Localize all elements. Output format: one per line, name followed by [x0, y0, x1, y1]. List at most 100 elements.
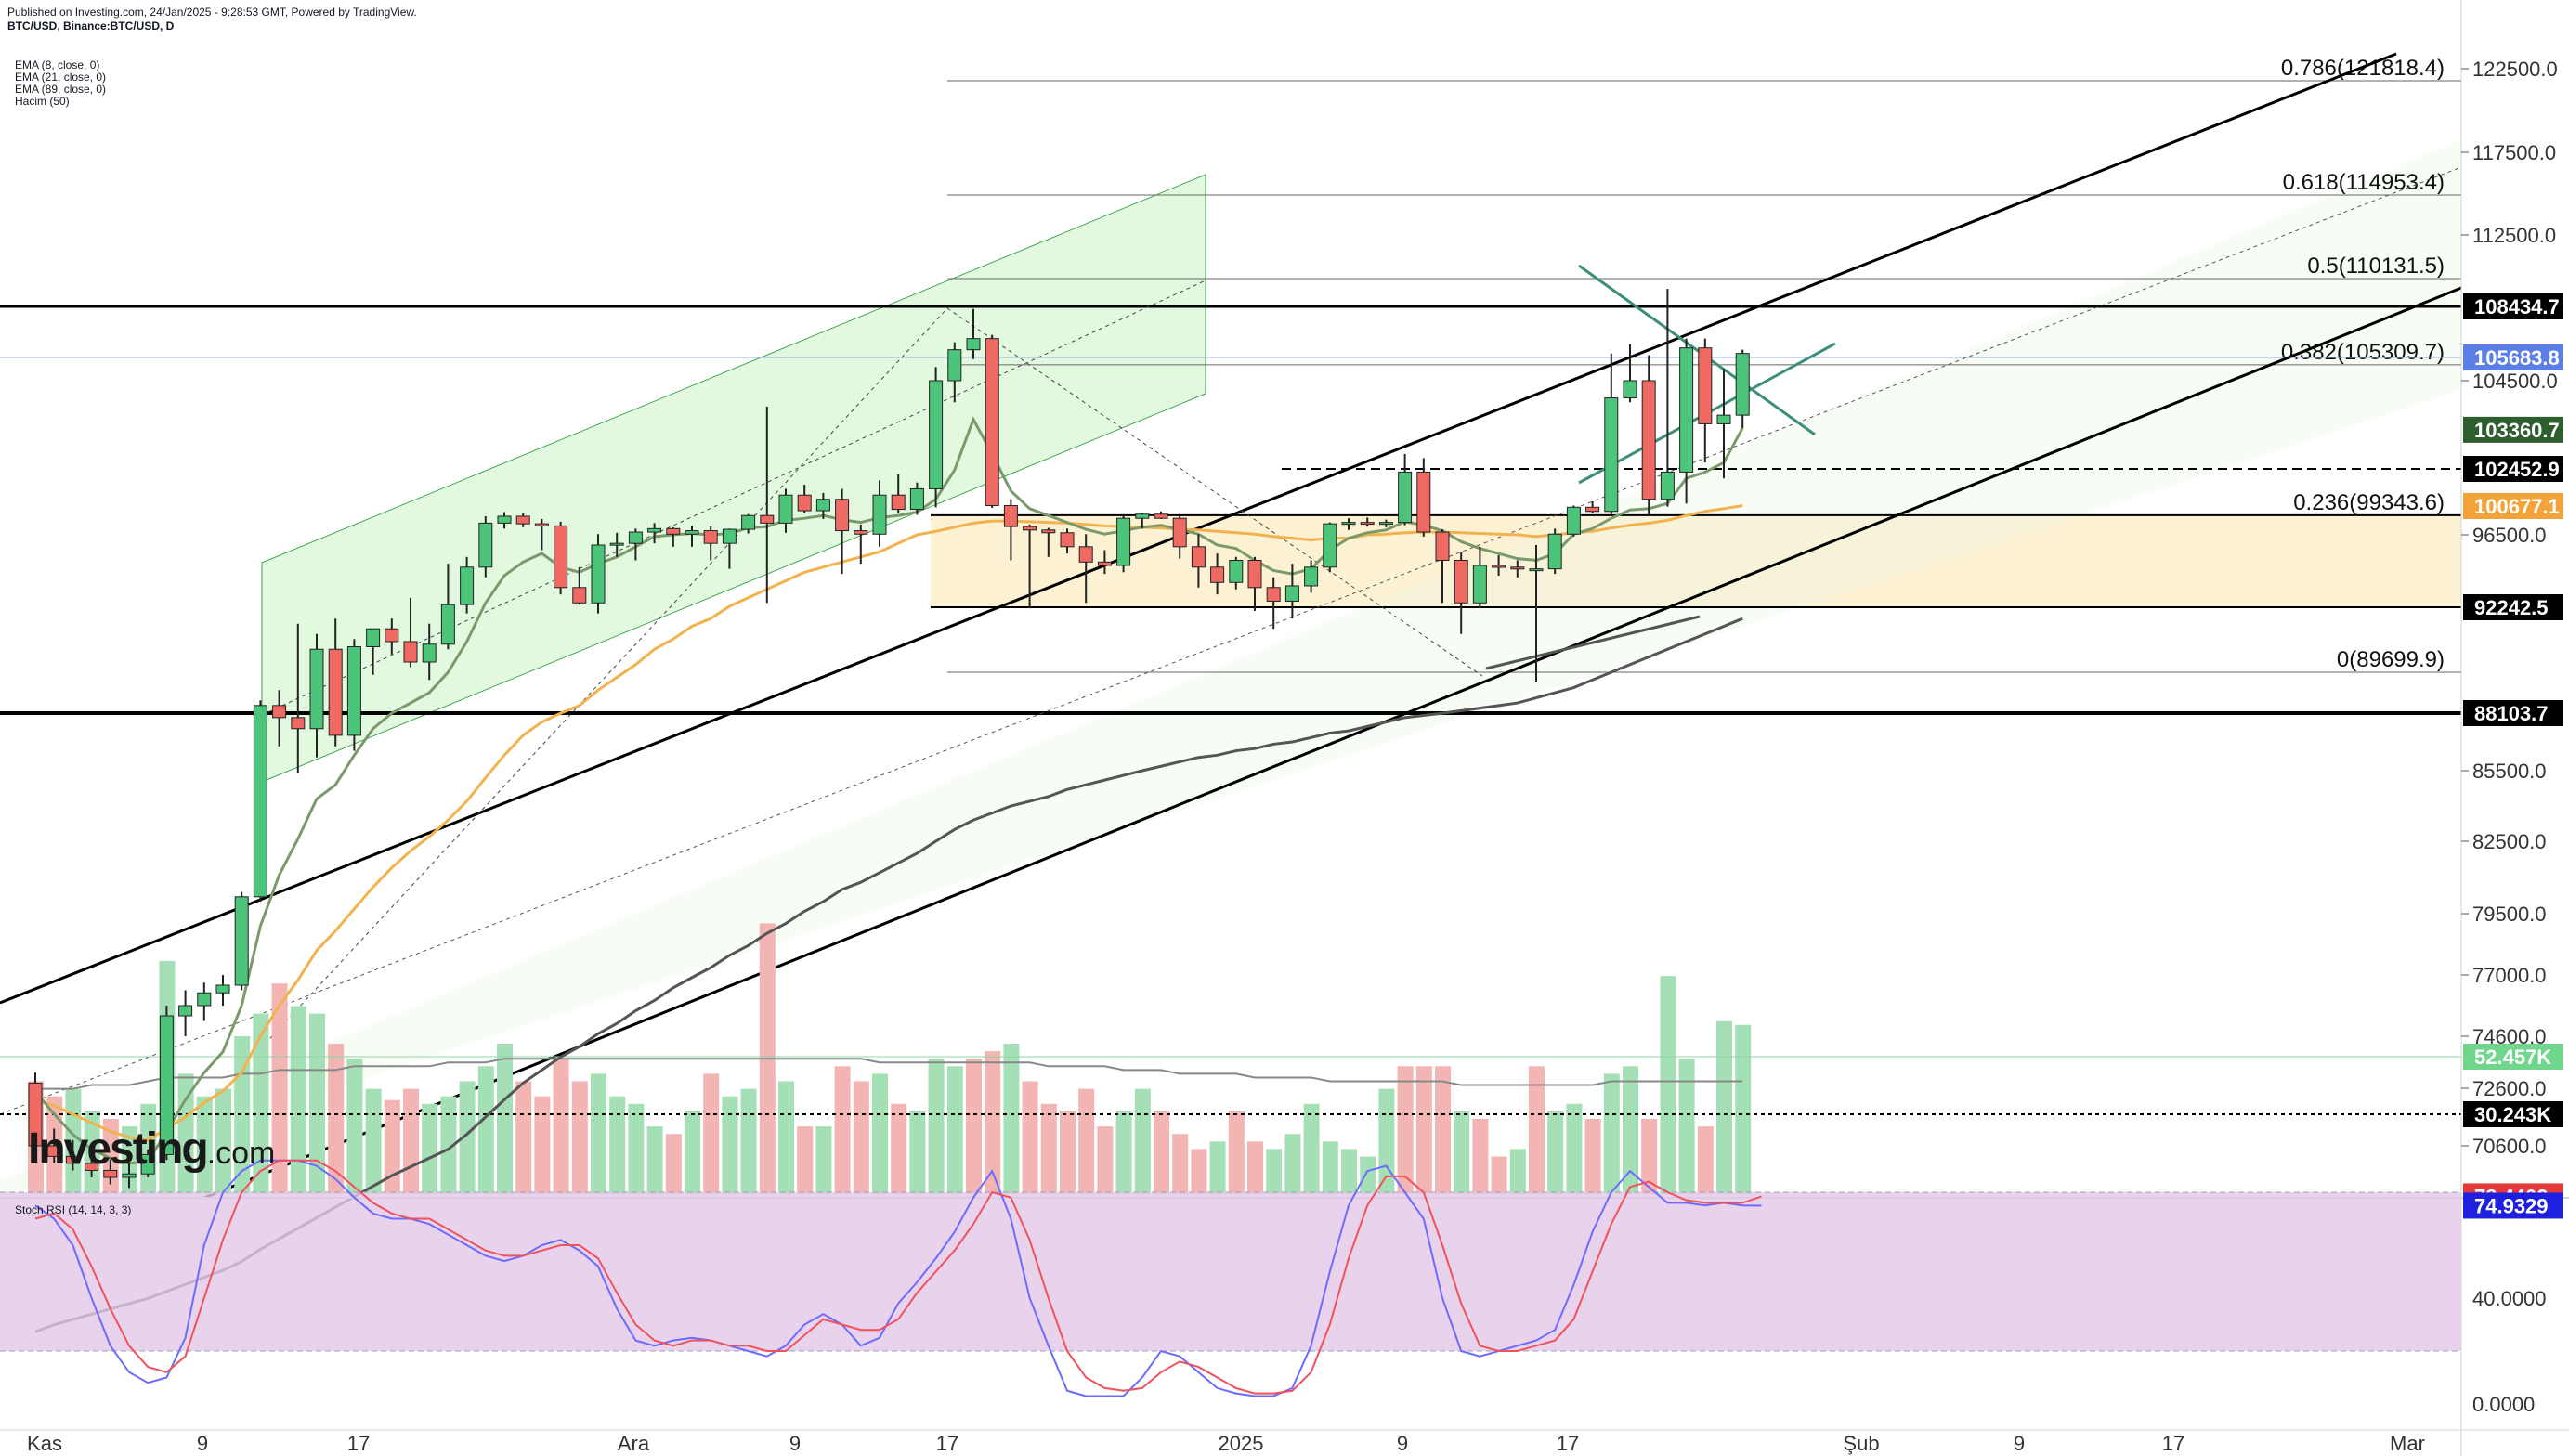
volume-bar — [365, 1088, 382, 1194]
volume-bar — [1134, 1088, 1151, 1194]
volume-bar — [422, 1103, 438, 1194]
volume-bar — [403, 1088, 419, 1194]
ema8-legend[interactable]: EMA (8, close, 0) — [15, 58, 100, 72]
candle-body — [985, 338, 999, 506]
candle-body — [385, 628, 399, 643]
candle-body — [1304, 566, 1319, 587]
fib-label: 0.5(110131.5) — [2307, 254, 2445, 279]
candle-body — [666, 527, 681, 535]
y-tick-label: 82500.0 — [2472, 830, 2547, 853]
volume-bar — [1228, 1111, 1245, 1194]
stoch-d-line — [34, 1159, 1762, 1395]
lower-trend-line — [203, 286, 2462, 1200]
volume-bar — [946, 1066, 963, 1194]
candle-body — [366, 628, 381, 647]
ema89-legend[interactable]: EMA (89, close, 0) — [15, 83, 107, 96]
time-axis: Kas 9 17 Ara 9 17 2025 9 17 Şub 9 17 Mar — [0, 1429, 2569, 1455]
candle-body — [1398, 471, 1413, 524]
candle-body — [797, 494, 812, 512]
volume-label: 30.243K — [2474, 1103, 2551, 1126]
volume-label: 52.457K — [2474, 1046, 2551, 1069]
candle-body — [929, 380, 944, 489]
logo-main: Investing — [28, 1124, 209, 1174]
volume-bar — [1266, 1149, 1283, 1194]
candle-body — [1623, 380, 1637, 399]
candle-body — [760, 514, 775, 524]
candle-body — [291, 717, 306, 730]
volume-bar — [685, 1111, 700, 1194]
volume-bar — [384, 1099, 400, 1194]
volume-bar — [1172, 1134, 1189, 1194]
candle-body — [1135, 514, 1150, 519]
y-tick-label: 104500.0 — [2472, 370, 2558, 393]
candle-body — [1416, 471, 1431, 533]
volume-bar — [1678, 1059, 1695, 1194]
volume-bar — [646, 1126, 663, 1194]
volume-legend[interactable]: Hacim (50) — [15, 95, 70, 108]
fib-label: 0.236(99343.6) — [2293, 490, 2445, 515]
candle-body — [1229, 559, 1244, 583]
price-label-bg — [2463, 594, 2563, 620]
candle-body — [1378, 522, 1393, 526]
volume-bar — [1040, 1103, 1057, 1194]
volume-bar — [309, 1013, 325, 1194]
volume-bar — [1003, 1044, 1020, 1194]
stoch-rsi-legend[interactable]: Stoch RSI (14, 14, 3, 3) — [15, 1203, 132, 1216]
x-tick-label: 2025 — [1219, 1432, 1264, 1455]
candle-body — [272, 705, 287, 719]
candle-body — [403, 641, 418, 663]
x-tick-label: 9 — [789, 1432, 801, 1455]
candle-body — [1247, 559, 1262, 589]
candle-body — [609, 542, 624, 546]
volume-ma-line — [35, 1058, 1743, 1090]
volume-bar — [1716, 1020, 1732, 1194]
candle-body — [65, 1155, 80, 1164]
candle-body — [422, 644, 437, 663]
ema21-legend[interactable]: EMA (21, close, 0) — [15, 71, 107, 84]
candle-body — [234, 896, 249, 986]
volume-bar — [778, 1081, 794, 1194]
candle-body — [1454, 559, 1468, 604]
channel-mid-line — [261, 280, 1206, 716]
volume-bar — [196, 1096, 213, 1194]
candle-body — [159, 1015, 174, 1155]
volume-bar — [872, 1073, 888, 1194]
volume-bar — [1341, 1149, 1357, 1194]
candle-body — [497, 515, 512, 524]
candle-body — [1097, 561, 1112, 566]
y-tick-label: 96500.0 — [2472, 524, 2547, 547]
volume-bar — [290, 1006, 306, 1194]
candle-body — [478, 522, 493, 568]
stoch-value-label: 74.9329 — [2474, 1194, 2549, 1217]
volume-bar — [966, 1059, 982, 1194]
volume-bar — [853, 1081, 869, 1194]
volume-bar — [1435, 1066, 1451, 1194]
ema8-line — [33, 416, 1744, 1165]
volume-bar — [440, 1096, 457, 1194]
volume-bar — [459, 1081, 476, 1194]
candle-body — [515, 515, 530, 525]
stoch-band — [0, 1192, 2461, 1351]
candle-body — [1585, 506, 1600, 513]
x-tick-label: 17 — [347, 1432, 370, 1455]
candle-body — [1472, 565, 1487, 604]
candles — [28, 289, 1750, 1189]
volume-bar — [253, 1013, 269, 1194]
volume-bar — [1115, 1111, 1132, 1194]
price-label-bg — [2463, 344, 2563, 370]
stoch-label-bg — [2463, 1192, 2563, 1219]
candle-body — [309, 648, 324, 730]
volume-bar — [1303, 1103, 1320, 1194]
candle-body — [1284, 585, 1299, 602]
y-tick-label: 72600.0 — [2472, 1077, 2547, 1100]
price-label: 100677.1 — [2474, 495, 2560, 518]
volume-bar — [346, 1059, 363, 1194]
volume-bar — [1735, 1024, 1752, 1194]
price-label-bg — [2463, 416, 2563, 443]
volume-bar — [1397, 1066, 1414, 1194]
candle-body — [178, 1005, 193, 1017]
y-tick-label: 112500.0 — [2472, 224, 2556, 247]
y-tick-label: 77000.0 — [2472, 964, 2547, 987]
